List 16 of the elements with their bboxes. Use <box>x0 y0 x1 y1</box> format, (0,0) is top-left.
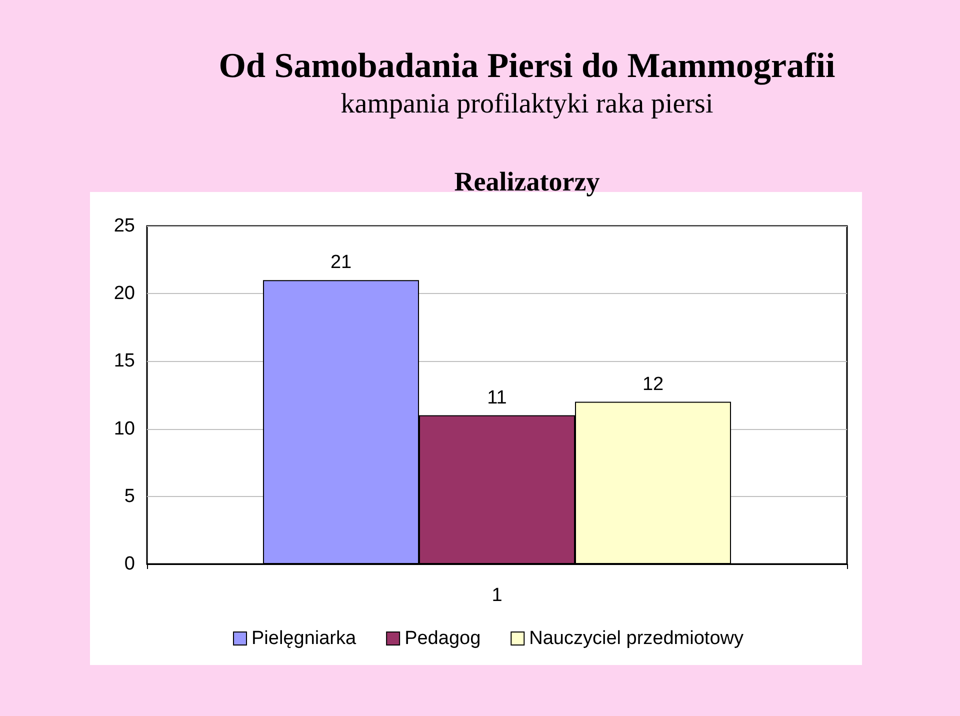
x-tick-label: 1 <box>492 585 502 606</box>
y-tick-label: 20 <box>114 283 135 304</box>
chart-title: Od Samobadania Piersi do Mammografii <box>218 46 836 85</box>
data-label: 12 <box>642 374 664 395</box>
y-tick-label: 15 <box>114 350 135 372</box>
y-tick-label: 10 <box>114 418 135 440</box>
y-tick-label: 5 <box>124 486 135 507</box>
data-label: 21 <box>330 252 352 274</box>
legend-label: Nauczyciel przedmiotowy <box>529 628 744 649</box>
y-tick-label: 0 <box>124 554 135 574</box>
data-label: 11 <box>487 387 507 408</box>
text: Realizatorzy <box>454 166 600 196</box>
y-tick-label: 25 <box>114 216 135 236</box>
chart-subtitle: kampania profilaktyki raka piersi <box>340 88 714 120</box>
legend-label: Pielęgniarka <box>252 628 356 649</box>
legend-label: Pedagog <box>404 628 481 649</box>
